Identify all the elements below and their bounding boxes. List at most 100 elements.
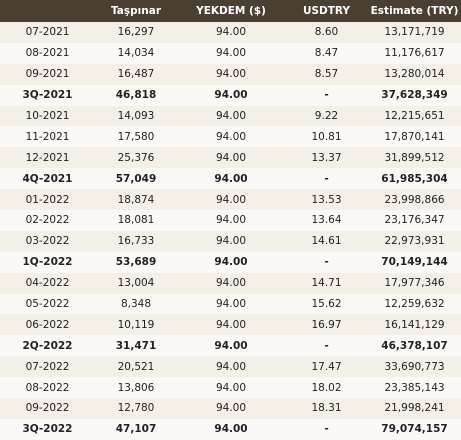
table-cell: 01-2022	[25, 193, 70, 206]
table-cell: 23,998,866	[384, 193, 445, 206]
table-cell: 61,985,304	[381, 172, 448, 185]
table-cell: 08-2022	[25, 381, 70, 394]
table-row: 11-2021 17,580 94.00 10.81 17,870,141	[0, 126, 461, 148]
table-row: 01-2022 18,874 94.00 13.53 23,998,866	[0, 189, 461, 211]
table-cell: 4Q-2021	[22, 172, 73, 185]
table-cell: 94.00	[215, 130, 247, 143]
table-row: 04-2022 13,004 94.00 14.71 17,977,346	[0, 272, 461, 294]
table-cell: 04-2022	[25, 277, 70, 290]
table-row: 3Q-2021 46,818 94.00 - 37,628,349	[0, 84, 461, 106]
table-cell: 06-2022	[25, 318, 70, 331]
table-cell: 94.00	[215, 402, 247, 415]
table-cell: 46,818	[115, 89, 157, 102]
table-cell: 13,004	[117, 277, 155, 290]
table-cell: 05-2022	[25, 298, 70, 311]
table-cell: 94.00	[215, 110, 247, 122]
table-cell: 18.02	[311, 381, 342, 394]
table-cell: -	[324, 339, 329, 352]
table-cell: 8.57	[314, 68, 339, 81]
table-cell: 18.31	[311, 402, 342, 415]
table-cell: 13,171,719	[384, 26, 445, 39]
table-cell: 94.00	[214, 256, 248, 269]
table-row: 05-2022 8,348 94.00 15.62 12,259,632	[0, 293, 461, 315]
table-cell: 16,297	[117, 26, 155, 39]
table-cell: 8,348	[120, 298, 152, 311]
table-cell: 94.00	[215, 381, 247, 394]
table-cell: 8.47	[314, 47, 339, 60]
table-cell: 13.64	[311, 214, 342, 227]
table-row: 02-2022 18,081 94.00 13.64 23,176,347	[0, 210, 461, 231]
table-cell: 3Q-2021	[22, 89, 73, 102]
table-cell: 46,378,107	[381, 339, 448, 352]
table-cell: 25,376	[117, 151, 155, 164]
table-row: 2Q-2022 31,471 94.00 - 46,378,107	[0, 335, 461, 357]
table-cell: 79,074,157	[381, 423, 448, 436]
header-cell: YEKDEM ($)	[177, 0, 285, 22]
header-cell: USDTRY	[285, 0, 368, 22]
table-cell: 94.00	[215, 214, 247, 227]
table-cell: 16,733	[117, 235, 155, 248]
table-cell: 94.00	[215, 298, 247, 311]
table-cell: 17,977,346	[384, 277, 445, 290]
table-row: 03-2022 16,733 94.00 14.61 22,973,931	[0, 230, 461, 252]
table-row: 10-2021 14,093 94.00 9.22 12,215,651	[0, 105, 461, 127]
table-cell: 14.61	[311, 235, 342, 248]
table-cell: 31,471	[115, 339, 157, 352]
table-cell: 8.60	[314, 26, 339, 39]
table-row: 09-2021 16,487 94.00 8.57 13,280,014	[0, 63, 461, 85]
table-row: 09-2022 12,780 94.00 18.31 21,998,241	[0, 398, 461, 419]
header-cell: Estimate (TRY)	[368, 0, 461, 22]
table-cell: 94.00	[214, 89, 248, 102]
table-cell: 12-2021	[25, 151, 70, 164]
table-cell: -	[324, 89, 329, 102]
table-row: 06-2022 10,119 94.00 16.97 16,141,129	[0, 314, 461, 336]
table-cell: 94.00	[215, 360, 247, 373]
table-cell: 23,385,143	[384, 381, 445, 394]
table-cell: -	[324, 423, 329, 436]
table-cell: 12,259,632	[384, 298, 445, 311]
table-row: 1Q-2022 53,689 94.00 - 70,149,144	[0, 251, 461, 273]
table-cell: 07-2022	[25, 360, 70, 373]
table-cell: 14.71	[311, 277, 342, 290]
table-cell: 12,780	[117, 402, 155, 415]
table-cell: 18,081	[117, 214, 155, 227]
table-cell: 94.00	[214, 423, 248, 436]
table-cell: 09-2022	[25, 402, 70, 415]
table-cell: 15.62	[311, 298, 342, 311]
table-cell: 70,149,144	[381, 256, 448, 269]
table-cell: 18,874	[117, 193, 155, 206]
table-row: 08-2021 14,034 94.00 8.47 11,176,617	[0, 42, 461, 64]
header-cell	[0, 0, 95, 22]
table-cell: 02-2022	[25, 214, 70, 227]
table-cell: -	[324, 256, 329, 269]
table-cell: 94.00	[215, 318, 247, 331]
table-cell: 31,899,512	[384, 151, 445, 164]
table-cell: 10,119	[117, 318, 155, 331]
table-cell: 10.81	[311, 130, 342, 143]
header-cell: Taşpınar	[95, 0, 177, 22]
table-cell: 9.22	[314, 110, 339, 122]
header-row: Taşpınar YEKDEM ($) USDTRY Estimate (TRY)	[0, 0, 461, 22]
table-row: 3Q-2022 47,107 94.00 - 79,074,157	[0, 418, 461, 440]
table-cell: 11,176,617	[384, 47, 445, 60]
table-body: 07-2021 16,297 94.00 8.60 13,171,719 08-2021 1…	[0, 22, 461, 440]
table-cell: 12,215,651	[384, 110, 445, 122]
table-cell: 14,093	[117, 110, 155, 122]
table-cell: 33,690,773	[384, 360, 445, 373]
table-cell: 47,107	[115, 423, 157, 436]
table-cell: 23,176,347	[384, 214, 445, 227]
table-cell: 94.00	[215, 68, 247, 81]
table-cell: 22,973,931	[384, 235, 445, 248]
table-cell: 21,998,241	[384, 402, 445, 415]
table-cell: 13,806	[117, 381, 155, 394]
table-cell: 10-2021	[25, 110, 70, 122]
table-cell: 17,870,141	[384, 130, 445, 143]
table-cell: 16,141,129	[384, 318, 445, 331]
table-cell: 11-2021	[25, 130, 70, 143]
table-cell: 94.00	[214, 172, 248, 185]
table-cell: 07-2021	[25, 26, 70, 39]
table-cell: 13.37	[311, 151, 342, 164]
table-cell: 53,689	[115, 256, 157, 269]
